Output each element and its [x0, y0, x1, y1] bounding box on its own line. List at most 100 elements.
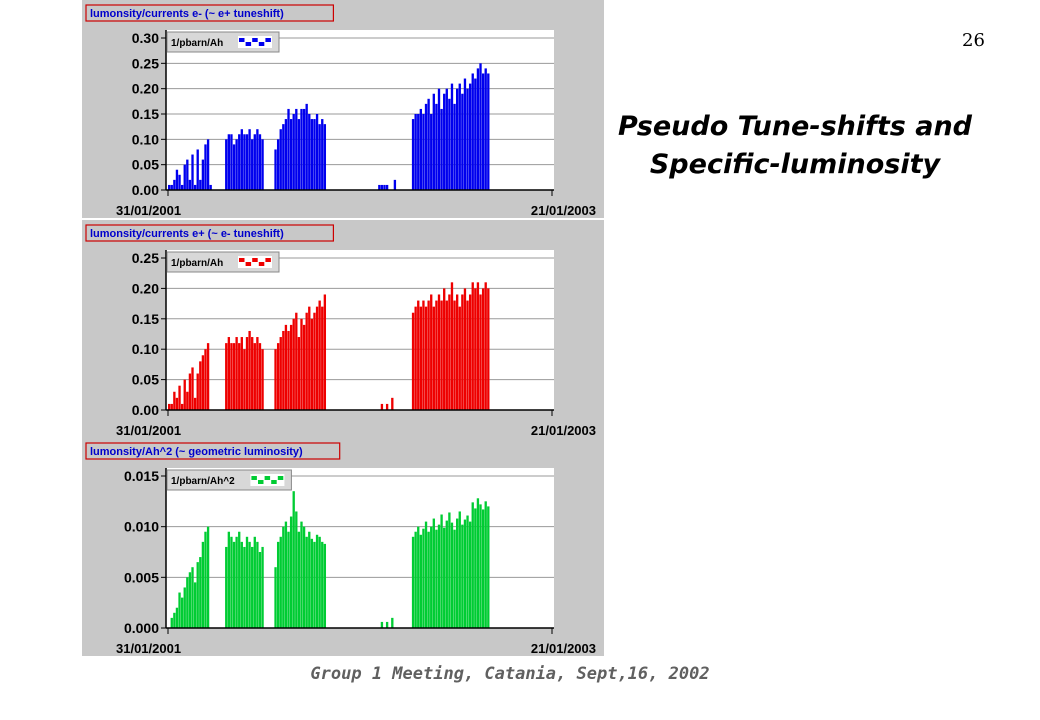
data-bar [180, 597, 184, 628]
data-bar [261, 546, 264, 628]
y-tick-label: 0.15 [132, 106, 159, 122]
data-bar [188, 572, 192, 628]
data-bar [419, 108, 423, 190]
data-bar [287, 531, 290, 628]
data-bar [419, 306, 423, 410]
data-bar [411, 119, 415, 190]
data-bar [440, 514, 443, 628]
data-bar [243, 134, 246, 190]
legend-swatch-mark [252, 38, 258, 42]
data-bar [204, 531, 207, 628]
data-bar [466, 515, 469, 628]
data-bar [323, 543, 327, 628]
data-bar [461, 524, 464, 628]
data-bar [323, 124, 327, 190]
data-bar [318, 124, 321, 190]
data-bar [227, 134, 231, 190]
y-tick-label: 0.25 [132, 250, 159, 266]
y-tick-label: 0.00 [132, 402, 159, 418]
y-tick-label: 0.00 [132, 182, 159, 198]
data-bar [186, 159, 189, 190]
data-bar [289, 516, 293, 628]
data-bar [432, 93, 435, 190]
data-bar [391, 397, 394, 410]
legend-swatch [238, 36, 272, 48]
y-tick-label: 0.20 [132, 280, 159, 296]
chart-panel-e-minus: lumonsity/currents e- (~ e+ tuneshift) 0.… [82, 0, 604, 218]
data-bar [417, 114, 420, 190]
legend-swatch-mark [258, 42, 265, 46]
data-bar [391, 617, 394, 628]
data-bar [313, 541, 316, 628]
data-bar [422, 114, 425, 190]
legend-label: 1/pbarn/Ah [171, 38, 223, 49]
data-bar [417, 526, 420, 628]
data-bar [313, 119, 316, 190]
x-label-start: 31/01/2001 [116, 641, 181, 656]
data-bar [235, 139, 238, 190]
data-bar [183, 379, 186, 410]
data-bar [466, 300, 469, 410]
data-bar [476, 498, 480, 628]
data-bar [232, 343, 236, 410]
slide-title: Pseudo Tune-shifts and Specific-luminosi… [600, 108, 990, 184]
data-bar [435, 103, 438, 190]
data-bar [437, 88, 441, 190]
data-bar [484, 68, 487, 190]
data-bar [284, 119, 288, 190]
data-bar [427, 98, 430, 190]
data-bar [308, 531, 311, 628]
data-bar [227, 531, 231, 628]
data-bar [199, 361, 202, 410]
data-bar [274, 567, 277, 628]
data-bar [443, 527, 446, 628]
data-bar [385, 403, 389, 410]
data-bar [414, 531, 417, 628]
data-bar [321, 119, 324, 190]
y-tick-label: 0.25 [132, 55, 159, 71]
data-bar [186, 391, 189, 410]
slide-title-line-2: Specific-luminosity [649, 149, 941, 180]
data-bar [458, 83, 461, 190]
data-bar [302, 108, 306, 190]
data-bar [175, 607, 179, 628]
data-bar [308, 114, 311, 190]
data-bar [427, 531, 430, 628]
y-tick-label: 0.15 [132, 311, 159, 327]
data-bar [178, 385, 181, 410]
data-bar [168, 403, 171, 410]
data-bar [240, 337, 243, 410]
data-bar [445, 520, 448, 628]
data-bar [196, 562, 199, 628]
data-bar [487, 506, 490, 628]
data-bar [173, 391, 176, 410]
data-bar [245, 536, 249, 628]
data-bar [261, 349, 264, 410]
data-bar [481, 509, 485, 628]
data-bar [437, 294, 441, 410]
data-bar [248, 541, 251, 628]
data-bar [430, 114, 433, 190]
data-bar [279, 337, 282, 410]
data-bar [245, 134, 249, 190]
data-bar [419, 534, 423, 628]
data-bar [318, 536, 321, 628]
data-bar [206, 343, 210, 410]
data-bar [305, 536, 308, 628]
data-bar [292, 318, 295, 410]
y-tick-label: 0.05 [132, 157, 159, 173]
legend-swatch-mark [258, 262, 265, 266]
data-bar [230, 134, 233, 190]
data-bar [232, 541, 236, 628]
data-bar [435, 529, 438, 628]
data-bar [487, 288, 490, 410]
data-bar [188, 373, 192, 410]
x-label-start: 31/01/2001 [116, 203, 181, 218]
data-bar [295, 312, 298, 410]
y-tick-label: 0.010 [124, 519, 159, 535]
data-bar [276, 541, 280, 628]
data-bar [253, 343, 256, 410]
data-bar [440, 300, 443, 410]
data-bar [310, 538, 314, 628]
data-bar [256, 129, 259, 190]
